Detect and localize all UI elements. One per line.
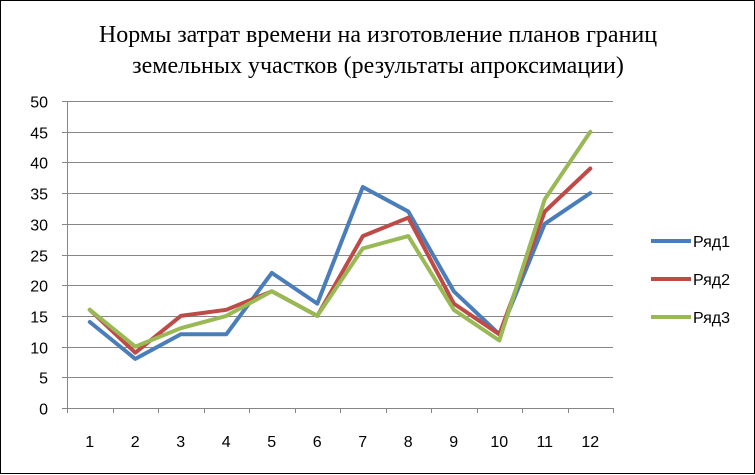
legend-entry: Ряд3: [651, 310, 730, 327]
y-tick-label: 15: [30, 310, 48, 327]
x-tick-label: 6: [313, 434, 322, 451]
x-tick-label: 1: [85, 434, 94, 451]
x-tick-label: 11: [536, 434, 553, 451]
y-tick-label: 45: [30, 126, 48, 143]
series-line-3: [87, 129, 593, 349]
axes: [62, 101, 614, 413]
series-line-2: [87, 166, 593, 355]
y-tick-label: 5: [39, 371, 48, 388]
legend-label: Ряд1: [693, 234, 730, 251]
x-tick-label: 5: [267, 434, 276, 451]
y-tick-label: 20: [30, 279, 48, 296]
x-tick-label: 7: [358, 434, 367, 451]
y-tick-label: 0: [39, 402, 48, 419]
y-tick-label: 40: [30, 156, 48, 173]
x-tick-label: 3: [176, 434, 185, 451]
x-tick-label: 10: [490, 434, 508, 451]
legend-label: Ряд3: [693, 310, 730, 327]
x-tick-label: 8: [404, 434, 413, 451]
legend-entry: Ряд1: [651, 234, 730, 251]
legend-entry: Ряд2: [651, 272, 730, 289]
y-tick-label: 30: [30, 218, 48, 235]
chart-title-line-1: Нормы затрат времени на изготовление пла…: [99, 22, 657, 48]
y-tick-label: 50: [30, 95, 48, 112]
x-tick-label: 4: [222, 434, 231, 451]
legend-label: Ряд2: [693, 272, 730, 289]
y-axis-tick-labels: 0 5 10 15 20 25 30 35 40 45 50: [30, 95, 48, 419]
chart-title: Нормы затрат времени на изготовление пла…: [99, 22, 657, 79]
y-tick-label: 25: [30, 249, 48, 266]
legend: Ряд1 Ряд2 Ряд3: [651, 234, 730, 327]
x-axis-tick-labels: 1 2 3 4 5 6 7 8 9 10 11 12: [85, 434, 599, 451]
x-tick-label: 12: [581, 434, 599, 451]
series-lines: [87, 129, 593, 361]
chart-title-line-2: земельных участков (результаты апроксима…: [132, 53, 624, 79]
x-tick-label: 2: [131, 434, 140, 451]
x-tick-label: 9: [449, 434, 458, 451]
y-tick-label: 10: [30, 341, 48, 358]
y-tick-label: 35: [30, 187, 48, 204]
